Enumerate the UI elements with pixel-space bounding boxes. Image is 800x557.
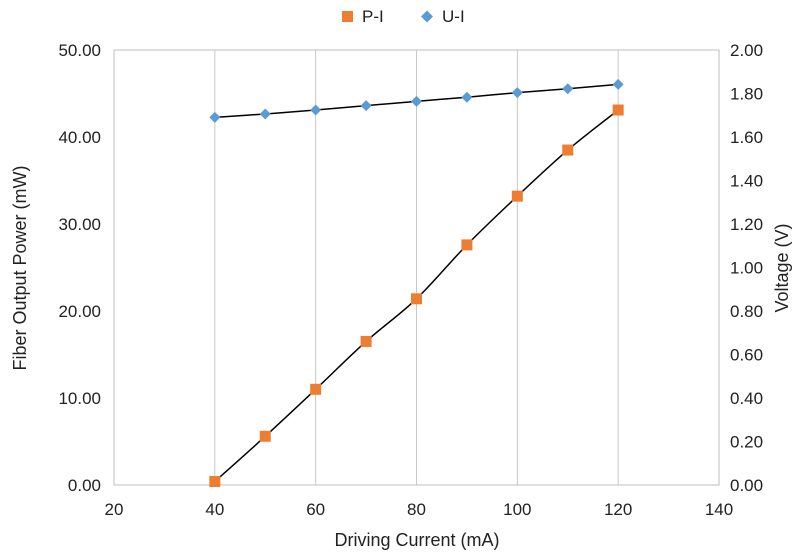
x-tick-label: 120 — [604, 500, 632, 519]
y-tick-label: 30.00 — [58, 215, 101, 234]
y2-tick-label: 1.20 — [730, 215, 763, 234]
x-axis-title: Driving Current (mA) — [334, 530, 499, 550]
data-point-u-i — [461, 91, 473, 103]
legend-label-p-i: P-I — [362, 7, 384, 26]
legend: P-I U-I — [342, 7, 465, 26]
data-point-u-i — [259, 108, 271, 120]
x-tick-label: 140 — [705, 500, 733, 519]
data-point-u-i — [310, 104, 322, 116]
y2-tick-label: 1.00 — [730, 259, 763, 278]
data-point-p-i — [461, 239, 473, 251]
x-tick-label: 60 — [306, 500, 325, 519]
data-point-p-i — [511, 190, 523, 202]
x-tick-label: 100 — [503, 500, 531, 519]
x-tick-label: 40 — [205, 500, 224, 519]
data-point-u-i — [612, 78, 624, 90]
data-point-u-i — [209, 111, 221, 123]
data-point-p-i — [209, 476, 221, 488]
grid-lines — [113, 50, 720, 485]
data-point-p-i — [310, 383, 322, 395]
y-tick-label: 50.00 — [58, 41, 101, 60]
y2-tick-label: 1.80 — [730, 85, 763, 104]
legend-marker-u-i — [421, 10, 433, 23]
y-tick-label: 10.00 — [58, 389, 101, 408]
y2-axis-title: Voltage (V) — [772, 223, 792, 312]
x-tick-label: 80 — [407, 500, 426, 519]
data-point-u-i — [562, 83, 574, 95]
y2-tick-label: 1.40 — [730, 172, 763, 191]
data-point-u-i — [411, 95, 422, 107]
y2-tick-label: 0.00 — [730, 476, 763, 495]
y-axis-title: Fiber Output Power (mW) — [10, 165, 30, 370]
y-tick-label: 40.00 — [58, 128, 101, 147]
data-point-u-i — [360, 100, 372, 112]
y2-tick-label: 1.60 — [730, 128, 763, 147]
y2-tick-label: 2.00 — [730, 41, 763, 60]
plot-area — [113, 49, 720, 486]
tick-labels: 20 40 60 80 100 120 140 0.00 10.00 20.00 30.00 40.0… — [58, 41, 763, 519]
data-point-u-i — [511, 87, 523, 99]
y2-tick-label: 0.20 — [730, 433, 763, 452]
y-tick-label: 20.00 — [58, 302, 101, 321]
data-point-p-i — [360, 335, 372, 347]
legend-label-u-i: U-I — [442, 7, 465, 26]
y-tick-label: 0.00 — [68, 476, 101, 495]
legend-marker-p-i — [342, 11, 353, 22]
y2-tick-label: 0.40 — [730, 389, 763, 408]
data-point-p-i — [562, 144, 574, 156]
y2-tick-label: 0.60 — [730, 346, 763, 365]
data-point-p-i — [259, 430, 271, 442]
data-point-p-i — [411, 293, 422, 305]
series-layer — [209, 78, 624, 488]
y2-tick-label: 0.80 — [730, 302, 763, 321]
x-tick-label: 20 — [105, 500, 124, 519]
data-point-p-i — [612, 104, 624, 116]
